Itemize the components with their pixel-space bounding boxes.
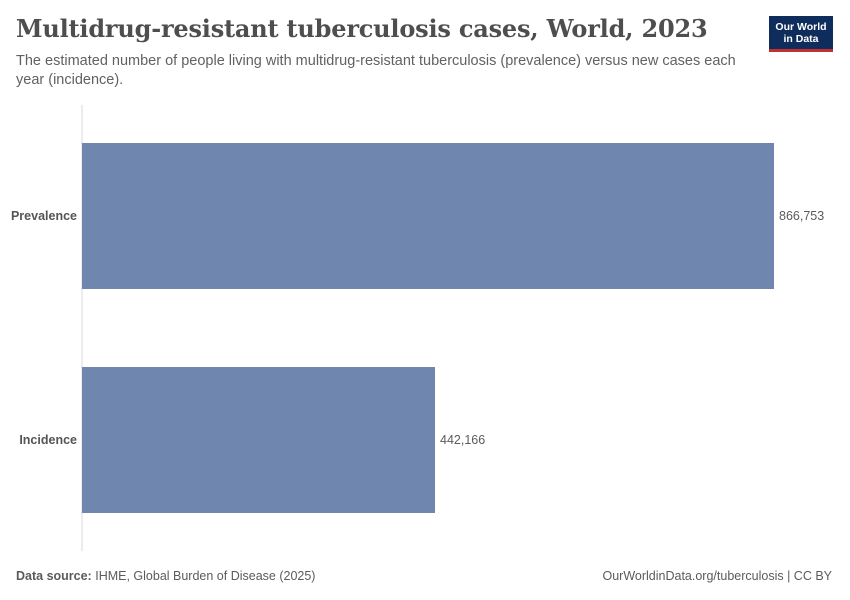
chart-title: Multidrug-resistant tuberculosis cases, … <box>16 14 708 43</box>
source-url[interactable]: OurWorldinData.org/tuberculosis | CC BY <box>602 569 833 583</box>
footer: Data source: IHME, Global Burden of Dise… <box>16 569 832 583</box>
owid-logo[interactable]: Our World in Data <box>769 16 833 52</box>
bar-prevalence[interactable] <box>82 143 774 289</box>
logo-line-1: Our World <box>775 20 827 33</box>
data-source-text[interactable]: IHME, Global Burden of Disease (2025) <box>95 569 316 583</box>
value-label-incidence: 442,166 <box>440 433 485 447</box>
logo-line-2: in Data <box>783 32 819 45</box>
bar-incidence[interactable] <box>82 367 436 513</box>
data-source: Data source: IHME, Global Burden of Dise… <box>16 569 315 583</box>
chart-subtitle: The estimated number of people living wi… <box>16 53 736 88</box>
data-source-label: Data source: <box>16 569 92 583</box>
bar-chart: Prevalence 866,753 Incidence 442,166 <box>11 105 824 551</box>
category-label-prevalence: Prevalence <box>11 209 77 223</box>
category-label-incidence: Incidence <box>19 433 77 447</box>
value-label-prevalence: 866,753 <box>779 209 824 223</box>
